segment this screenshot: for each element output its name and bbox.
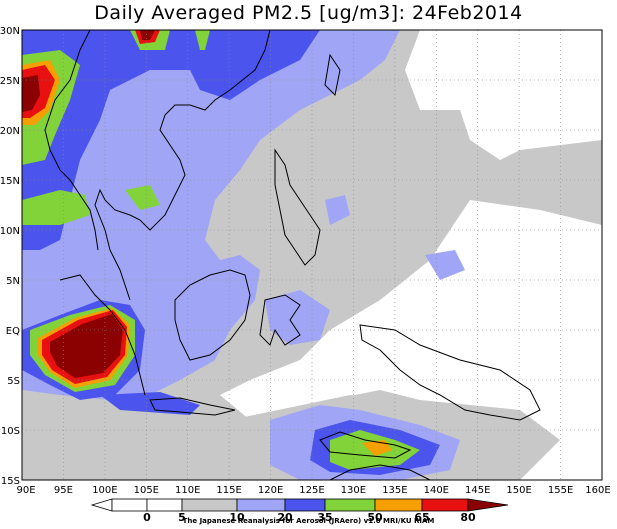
lat-label: 20N: [0, 126, 20, 137]
coastlines: [44, 30, 541, 480]
lat-label: 30N: [0, 26, 20, 37]
plot-frame: [21, 29, 603, 481]
field-darkred-top: [140, 30, 155, 40]
coast-borneo: [174, 269, 251, 361]
lon-label: 95E: [54, 485, 73, 496]
field-lightblue-philippines: [325, 195, 350, 225]
credit-line: The Japanese Reanalysis for Aerosol (JRA…: [182, 517, 435, 525]
colorbar-bin: [374, 498, 423, 512]
coast-timor: [319, 431, 412, 459]
lon-label: 155E: [548, 485, 573, 496]
lon-label: 150E: [506, 485, 531, 496]
lat-label: 5N: [6, 276, 20, 287]
concentration-field: [22, 30, 602, 480]
field-blue-north: [22, 30, 320, 250]
lon-label: 125E: [299, 485, 324, 496]
colorbar-label: 20: [277, 511, 293, 524]
colorbar-label: 0: [143, 511, 151, 524]
coast-philippines: [274, 148, 321, 266]
lon-label: 90E: [16, 485, 35, 496]
field-orange-south: [362, 440, 392, 456]
field-lightblue-east: [425, 250, 465, 280]
colorbar: [90, 498, 509, 512]
field-green-top2: [195, 30, 210, 50]
colorbar-label: 5: [178, 511, 186, 524]
colorbar-bin: [236, 498, 286, 512]
lon-label: 120E: [258, 485, 283, 496]
colorbar-bin: [284, 498, 326, 512]
colorbar-bin: [421, 498, 469, 512]
gridlines: [22, 30, 602, 480]
field-blue-strip: [100, 392, 200, 415]
lon-label: 110E: [175, 485, 200, 496]
lon-label: 130E: [341, 485, 366, 496]
field-darkred-north: [22, 75, 40, 112]
coast-australia: [329, 464, 431, 480]
lon-label: 105E: [134, 485, 159, 496]
coast-sumatra: [59, 274, 146, 396]
lon-label: 140E: [424, 485, 449, 496]
coast-newguinea: [359, 324, 541, 421]
lat-label: 25N: [0, 76, 20, 87]
colorbar-label: 65: [414, 511, 429, 524]
colorbar-bin: [146, 498, 183, 512]
coast-taiwan: [324, 53, 341, 97]
colorbar-bin: [111, 498, 148, 512]
colorbar-label: 35: [317, 511, 332, 524]
lon-axis: 90E 95E 100E 105E 110E 115E 120E 125E 13…: [16, 485, 610, 496]
lon-label: 115E: [216, 485, 241, 496]
colorbar-label: 10: [229, 511, 245, 524]
field-green-west: [22, 190, 90, 225]
field-green-center: [125, 185, 160, 210]
lon-label: 160E: [585, 485, 610, 496]
colorbar-label: 50: [367, 511, 383, 524]
colorbar-bin: [324, 498, 376, 512]
field-lightblue-sulawesi: [265, 290, 330, 345]
colorbar-label: 80: [460, 511, 476, 524]
lon-label: 145E: [465, 485, 490, 496]
lat-axis: 30N 25N 20N 15N 10N 5N EQ 5S 10S 15S: [0, 26, 20, 487]
colorbar-bin: [181, 498, 238, 512]
coast-sulawesi: [259, 294, 301, 346]
lat-label: 10N: [0, 226, 20, 237]
coast-java: [149, 397, 236, 416]
colorbar-labels: 0 5 10 20 35 50 65 80: [143, 511, 476, 524]
colorbar-under: [90, 498, 113, 512]
coast-mainland: [94, 30, 271, 301]
lat-label: 15S: [1, 476, 20, 487]
map-title: Daily Averaged PM2.5 [ug/m3]: 24Feb2014: [94, 2, 523, 24]
lon-label: 100E: [92, 485, 117, 496]
lat-label: EQ: [6, 326, 20, 337]
lat-label: 15N: [0, 176, 20, 187]
colorbar-over: [467, 498, 509, 512]
lat-label: 5S: [7, 376, 20, 387]
coast-burma: [44, 30, 99, 251]
lat-label: 10S: [1, 426, 20, 437]
lon-label: 135E: [382, 485, 407, 496]
